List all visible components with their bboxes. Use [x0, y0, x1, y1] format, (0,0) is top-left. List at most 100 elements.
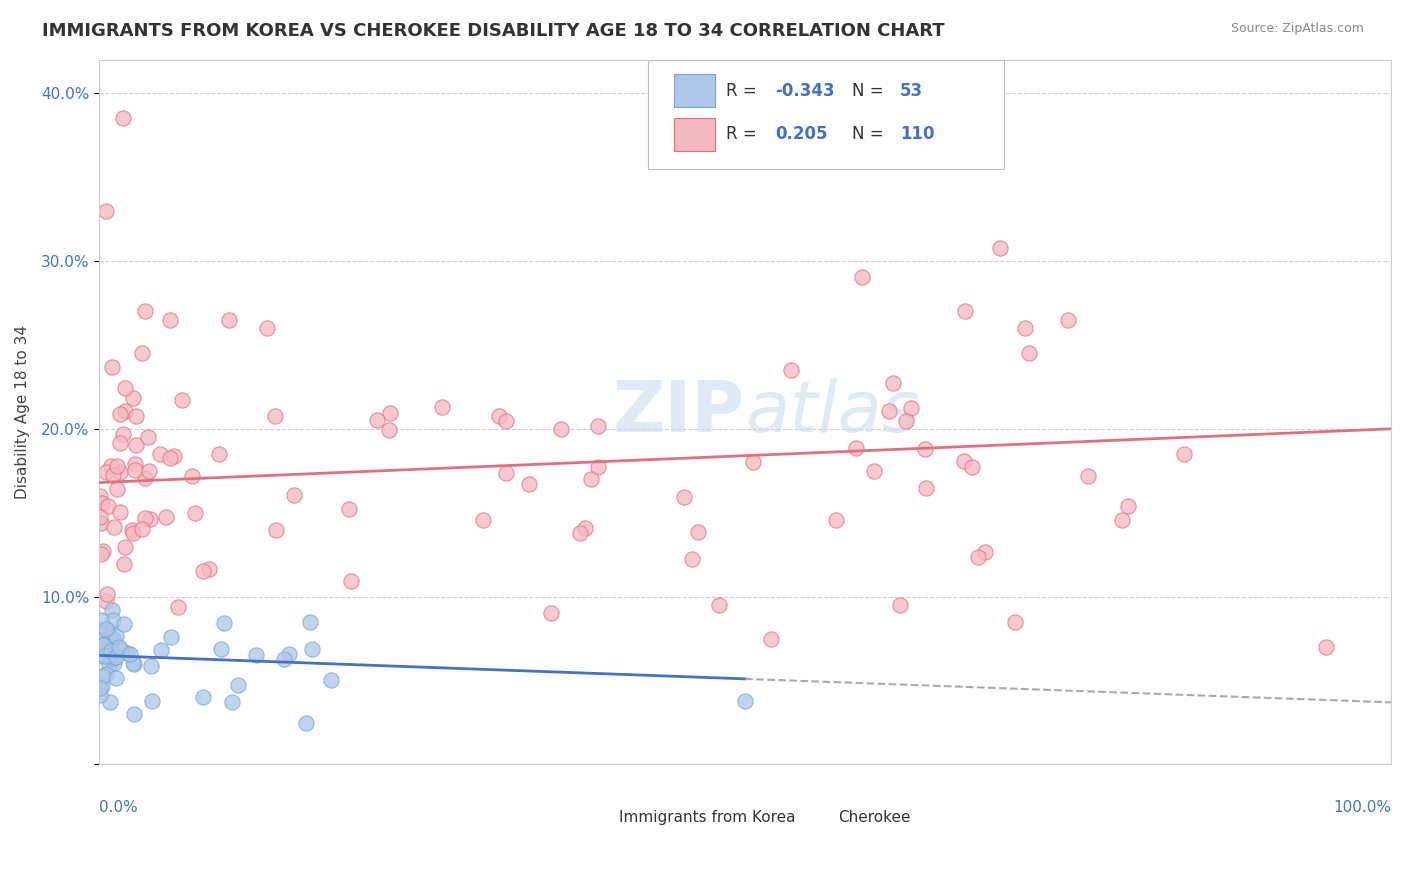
Text: ZIP: ZIP: [613, 377, 745, 447]
Point: [181, 469, 204, 483]
Text: R =: R =: [725, 81, 762, 100]
Point: [107, 458, 129, 473]
FancyBboxPatch shape: [673, 118, 716, 151]
Point: [104, 671, 127, 685]
Point: [124, 457, 146, 471]
Point: [221, 695, 243, 709]
Point: [101, 468, 124, 483]
Point: [131, 346, 153, 360]
Point: [103, 656, 125, 670]
Point: [212, 616, 235, 631]
Point: [517, 476, 540, 491]
Point: [672, 490, 695, 504]
Text: -0.343: -0.343: [775, 81, 835, 100]
Point: [134, 471, 156, 485]
Point: [118, 647, 141, 661]
Point: [100, 648, 122, 662]
Point: [568, 526, 591, 541]
Point: [960, 459, 983, 474]
Point: [882, 376, 904, 390]
Point: [1014, 321, 1036, 335]
Point: [321, 673, 343, 687]
Point: [97, 499, 120, 513]
Point: [780, 363, 803, 377]
Point: [104, 649, 127, 664]
Point: [97, 623, 120, 637]
Point: [122, 657, 145, 671]
Point: [579, 472, 602, 486]
Text: 0.0%: 0.0%: [100, 800, 138, 814]
Point: [742, 455, 765, 469]
Point: [155, 510, 177, 524]
Point: [184, 506, 207, 520]
Point: [208, 447, 231, 461]
Point: [97, 658, 120, 673]
Point: [98, 648, 121, 663]
Point: [124, 463, 146, 477]
Point: [967, 549, 990, 564]
Point: [121, 523, 143, 537]
Point: [540, 607, 562, 621]
Point: [734, 694, 756, 708]
Point: [278, 647, 301, 661]
Point: [430, 400, 453, 414]
Point: [90, 496, 112, 510]
Point: [98, 630, 121, 644]
Point: [94, 667, 117, 681]
Point: [101, 613, 124, 627]
Point: [101, 603, 124, 617]
Text: IMMIGRANTS FROM KOREA VS CHEROKEE DISABILITY AGE 18 TO 34 CORRELATION CHART: IMMIGRANTS FROM KOREA VS CHEROKEE DISABI…: [42, 22, 945, 40]
Point: [1173, 447, 1195, 461]
Point: [122, 656, 145, 670]
Text: N =: N =: [852, 125, 889, 144]
Point: [91, 638, 114, 652]
Point: [228, 678, 250, 692]
Point: [337, 502, 360, 516]
Text: Cherokee: Cherokee: [838, 810, 911, 825]
Point: [218, 312, 240, 326]
Point: [211, 641, 233, 656]
Point: [96, 465, 118, 479]
Point: [101, 360, 124, 375]
Point: [103, 632, 125, 647]
Point: [845, 441, 868, 455]
Point: [125, 438, 148, 452]
Point: [900, 401, 922, 415]
Point: [105, 482, 128, 496]
Point: [586, 459, 609, 474]
Point: [245, 648, 267, 662]
Point: [108, 640, 131, 654]
Point: [111, 427, 134, 442]
Text: atlas: atlas: [745, 377, 920, 447]
Point: [851, 269, 873, 284]
FancyBboxPatch shape: [800, 806, 834, 830]
Point: [172, 392, 194, 407]
Point: [103, 519, 125, 533]
Point: [90, 649, 112, 664]
Point: [159, 450, 181, 465]
Point: [574, 521, 596, 535]
Point: [90, 679, 112, 693]
Point: [90, 613, 112, 627]
Point: [89, 624, 111, 638]
Point: [495, 414, 517, 428]
Point: [914, 442, 936, 457]
Point: [138, 464, 160, 478]
Point: [953, 454, 976, 468]
Point: [131, 522, 153, 536]
Point: [298, 615, 321, 630]
Point: [89, 510, 111, 524]
Point: [101, 651, 124, 665]
Text: Immigrants from Korea: Immigrants from Korea: [619, 810, 794, 825]
Point: [1057, 312, 1080, 326]
Point: [1077, 468, 1099, 483]
Point: [93, 668, 115, 682]
FancyBboxPatch shape: [673, 74, 716, 107]
Point: [91, 632, 114, 646]
Text: N =: N =: [852, 81, 889, 100]
Text: 100.0%: 100.0%: [1333, 800, 1391, 814]
Point: [191, 690, 214, 705]
Point: [488, 409, 510, 424]
Point: [136, 430, 159, 444]
Point: [114, 540, 136, 554]
